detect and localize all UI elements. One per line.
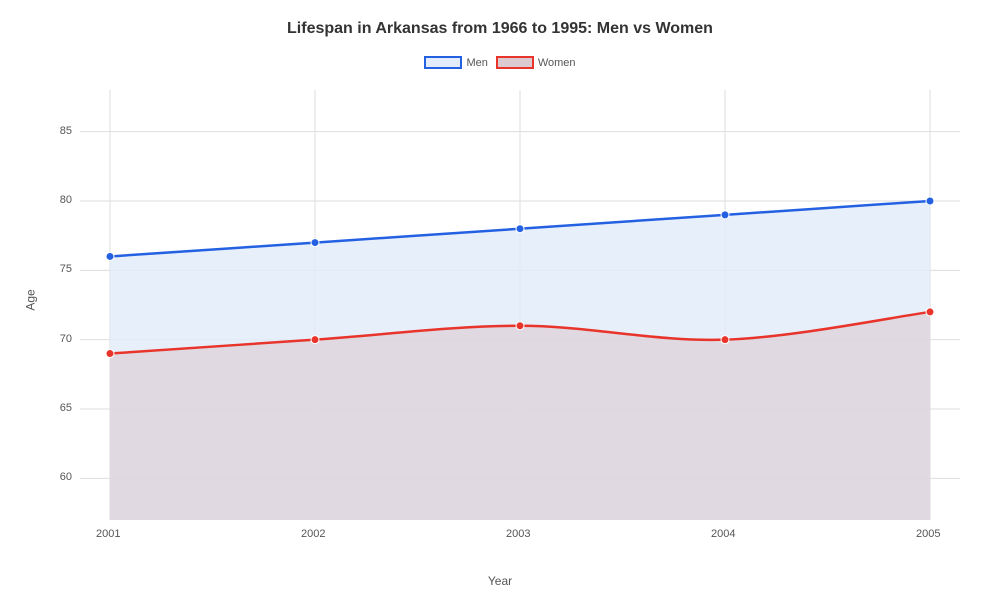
chart-title: Lifespan in Arkansas from 1966 to 1995: … [0, 0, 1000, 38]
y-tick-label: 60 [60, 471, 72, 483]
y-axis-label: Age [24, 289, 38, 310]
legend-item-men[interactable]: Men [424, 56, 487, 69]
legend-label-women: Women [538, 57, 576, 69]
legend-swatch-men [424, 56, 462, 69]
chart-container: Lifespan in Arkansas from 1966 to 1995: … [0, 0, 1000, 600]
legend-swatch-women [496, 56, 534, 69]
x-axis-label: Year [488, 574, 512, 588]
x-tick-label: 2003 [506, 528, 530, 540]
plot-svg [80, 90, 960, 520]
y-tick-label: 80 [60, 194, 72, 206]
y-tick-label: 65 [60, 402, 72, 414]
legend-label-men: Men [466, 57, 487, 69]
y-tick-label: 75 [60, 263, 72, 275]
x-tick-label: 2002 [301, 528, 325, 540]
legend-item-women[interactable]: Women [496, 56, 576, 69]
x-tick-label: 2004 [711, 528, 735, 540]
x-tick-label: 2005 [916, 528, 940, 540]
y-tick-label: 85 [60, 125, 72, 137]
y-tick-label: 70 [60, 333, 72, 345]
x-tick-label: 2001 [96, 528, 120, 540]
plot-area [80, 90, 960, 520]
legend: Men Women [0, 56, 1000, 69]
